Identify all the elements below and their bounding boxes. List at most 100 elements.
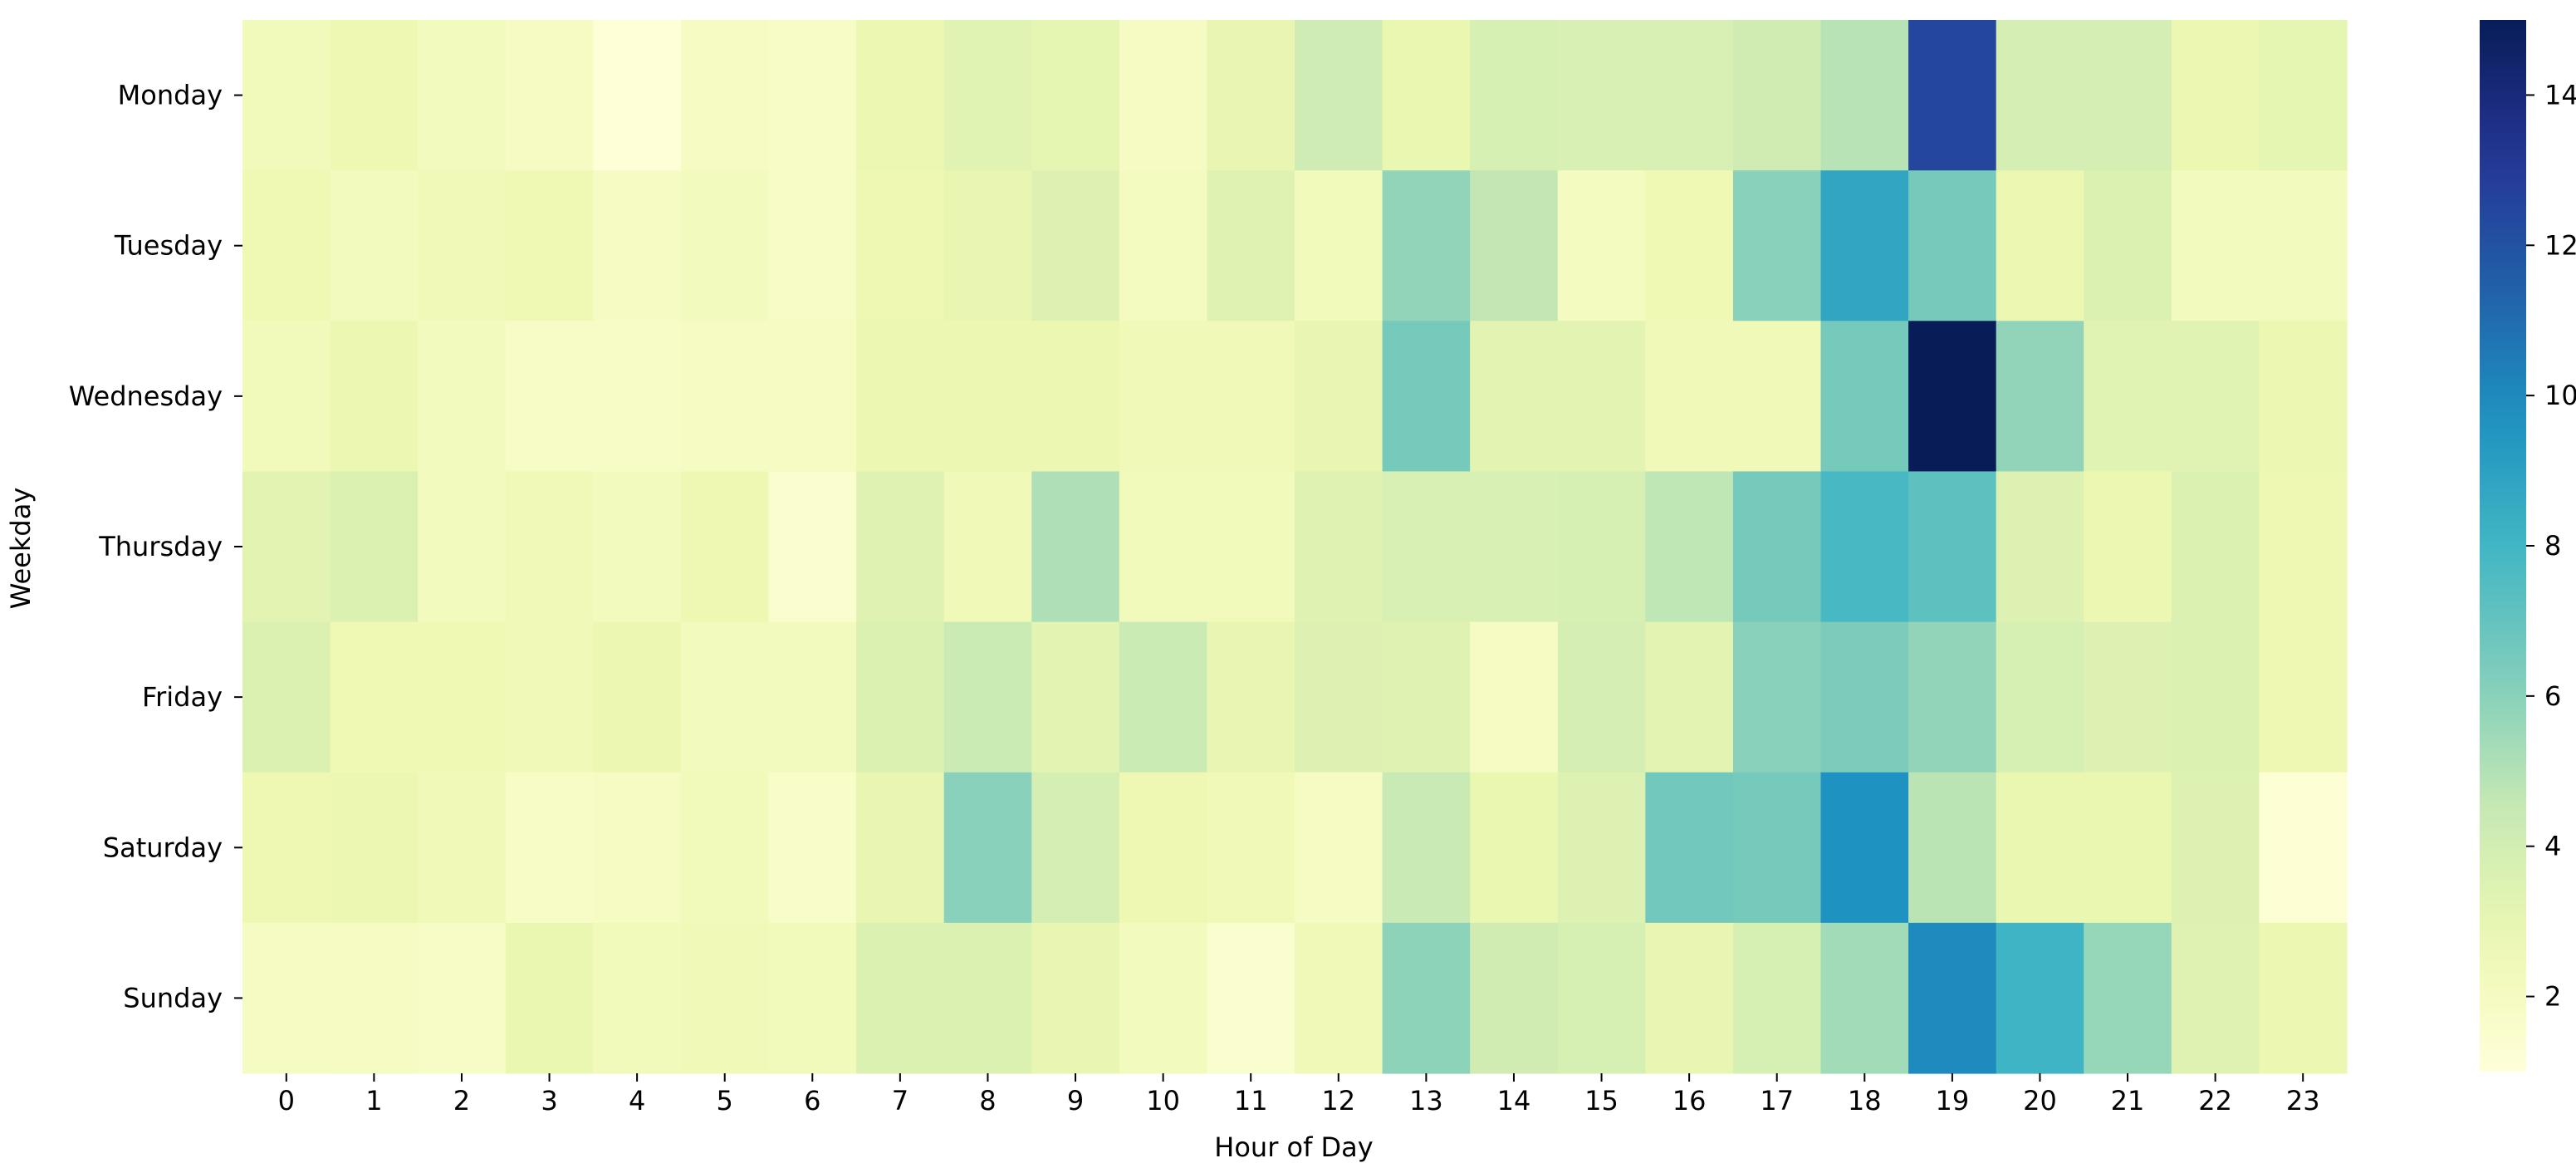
heatmap-cell bbox=[2171, 621, 2260, 773]
heatmap-cell bbox=[2171, 772, 2260, 924]
heatmap-cell bbox=[1207, 922, 1295, 1074]
y-tick-label: Saturday bbox=[103, 832, 223, 863]
heatmap-cell bbox=[680, 170, 770, 321]
x-tick-label: 13 bbox=[1409, 1085, 1443, 1116]
x-tick-label: 12 bbox=[1321, 1085, 1355, 1116]
heatmap-cell bbox=[1908, 772, 1997, 924]
heatmap-cell bbox=[1119, 170, 1208, 321]
colorbar-tick-label: 6 bbox=[2544, 680, 2561, 712]
heatmap-cell bbox=[2259, 772, 2348, 924]
x-tick-label: 10 bbox=[1146, 1085, 1180, 1116]
heatmap-cell bbox=[1031, 621, 1120, 773]
heatmap-cell bbox=[2171, 20, 2260, 171]
heatmap-cell bbox=[330, 621, 419, 773]
heatmap-cell bbox=[1031, 20, 1120, 171]
heatmap-cell bbox=[330, 922, 419, 1074]
heatmap-cell bbox=[1996, 772, 2084, 924]
heatmap-cell bbox=[1996, 922, 2084, 1074]
heatmap-cell bbox=[1996, 20, 2084, 171]
heatmap-cell bbox=[2259, 621, 2348, 773]
heatmap-cell bbox=[593, 772, 682, 924]
heatmap-cell bbox=[1557, 471, 1646, 623]
heatmap-cell bbox=[768, 922, 857, 1074]
heatmap-cell bbox=[1908, 20, 1997, 171]
heatmap-cell bbox=[1295, 321, 1383, 473]
heatmap-cell bbox=[242, 772, 331, 924]
heatmap-cell bbox=[242, 471, 331, 623]
heatmap-cell bbox=[1557, 321, 1646, 473]
heatmap-cell bbox=[1207, 471, 1295, 623]
x-tick-label: 16 bbox=[1672, 1085, 1707, 1116]
heatmap-cell bbox=[418, 321, 507, 473]
heatmap-cell bbox=[1908, 922, 1997, 1074]
heatmap-cell bbox=[1031, 170, 1120, 321]
heatmap-cell bbox=[856, 621, 945, 773]
heatmap-cell bbox=[680, 922, 770, 1074]
heatmap-cell bbox=[330, 321, 419, 473]
x-tick-label: 3 bbox=[541, 1085, 557, 1116]
heatmap-cell bbox=[2171, 321, 2260, 473]
heatmap-cell bbox=[943, 772, 1032, 924]
heatmap-cell bbox=[1732, 471, 1822, 623]
heatmap-cell bbox=[505, 621, 594, 773]
heatmap-cell bbox=[418, 621, 507, 773]
heatmap-cell bbox=[1820, 20, 1909, 171]
x-tick-label: 4 bbox=[629, 1085, 645, 1116]
heatmap-cell bbox=[1645, 170, 1734, 321]
heatmap-cell bbox=[1557, 922, 1646, 1074]
heatmap-cell bbox=[2084, 772, 2172, 924]
heatmap-cell bbox=[1207, 20, 1295, 171]
heatmap-cell bbox=[768, 20, 857, 171]
heatmap-cell bbox=[1470, 772, 1559, 924]
x-axis-label: Hour of Day bbox=[1214, 1131, 1373, 1163]
heatmap-cell bbox=[505, 20, 594, 171]
heatmap-cell bbox=[1031, 471, 1120, 623]
heatmap-cell bbox=[505, 321, 594, 473]
x-tick-label: 11 bbox=[1234, 1085, 1268, 1116]
heatmap-cell bbox=[1908, 471, 1997, 623]
heatmap-cell bbox=[1207, 621, 1295, 773]
colorbar-tick-label: 2 bbox=[2544, 981, 2561, 1013]
heatmap-cell bbox=[2084, 170, 2172, 321]
heatmap-cell bbox=[1732, 621, 1822, 773]
heatmap-cell bbox=[593, 922, 682, 1074]
heatmap-cell bbox=[2259, 321, 2348, 473]
heatmap-cell bbox=[2084, 621, 2172, 773]
heatmap-cell bbox=[242, 321, 331, 473]
x-tick-label: 8 bbox=[979, 1085, 996, 1116]
heatmap-cell bbox=[330, 20, 419, 171]
heatmap-cell bbox=[505, 922, 594, 1074]
x-tick-label: 7 bbox=[892, 1085, 908, 1116]
heatmap-cell bbox=[2259, 471, 2348, 623]
colorbar-tick-label: 4 bbox=[2544, 831, 2561, 862]
heatmap-cell bbox=[856, 471, 945, 623]
heatmap-cell bbox=[1382, 922, 1471, 1074]
x-tick-label: 14 bbox=[1497, 1085, 1531, 1116]
heatmap-cell bbox=[418, 772, 507, 924]
heatmap-cell bbox=[1207, 321, 1295, 473]
heatmap-cell bbox=[1382, 772, 1471, 924]
y-tick-label: Sunday bbox=[123, 982, 223, 1013]
x-tick-label: 0 bbox=[278, 1085, 295, 1116]
x-tick-label: 5 bbox=[717, 1085, 733, 1116]
heatmap-cell bbox=[2259, 170, 2348, 321]
heatmap-cell bbox=[943, 170, 1032, 321]
heatmap-cell bbox=[680, 621, 770, 773]
heatmap-cell bbox=[505, 471, 594, 623]
x-tick-label: 15 bbox=[1584, 1085, 1619, 1116]
colorbar-tick-label: 8 bbox=[2544, 530, 2561, 562]
heatmap-cell bbox=[1470, 321, 1559, 473]
heatmap-cell bbox=[1996, 321, 2084, 473]
colorbar-tick-label: 14 bbox=[2544, 79, 2576, 110]
heatmap-cell bbox=[856, 922, 945, 1074]
heatmap-cell bbox=[768, 621, 857, 773]
heatmap-cell bbox=[1382, 170, 1471, 321]
heatmap-cell bbox=[1470, 20, 1559, 171]
x-tick-label: 23 bbox=[2286, 1085, 2320, 1116]
heatmap-cell bbox=[1207, 772, 1295, 924]
heatmap-cell bbox=[1732, 772, 1822, 924]
heatmap-cell bbox=[680, 20, 770, 171]
heatmap-cell bbox=[1382, 20, 1471, 171]
heatmap-cell bbox=[1119, 321, 1208, 473]
